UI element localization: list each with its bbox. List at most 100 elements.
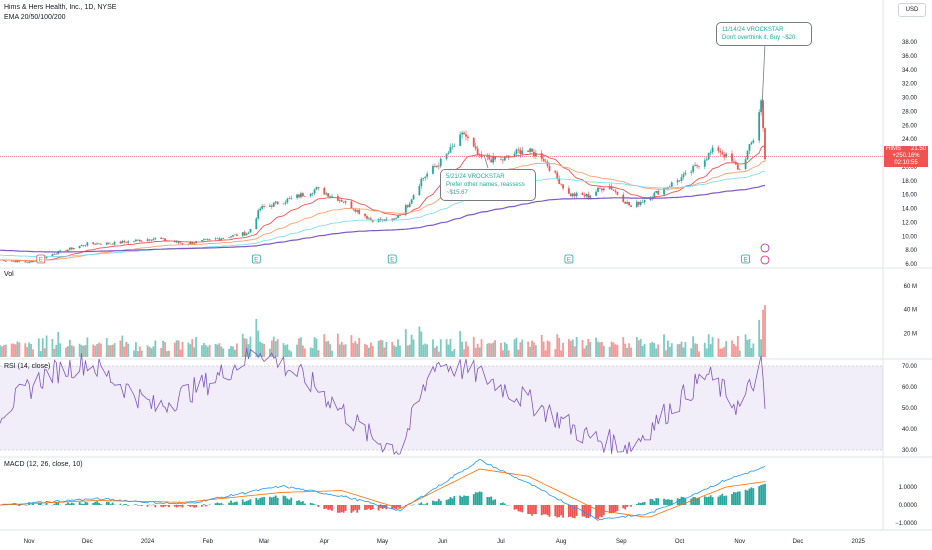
macd-histogram-bar — [313, 504, 316, 505]
candle-body — [107, 242, 110, 244]
rsi-label[interactable]: RSI (14, close) — [4, 363, 51, 370]
macd-histogram-bar — [371, 505, 374, 510]
candle-body — [98, 243, 100, 245]
macd-histogram-bar — [100, 504, 102, 505]
volume-bar — [721, 348, 724, 357]
volume-bar — [206, 346, 209, 357]
macd-histogram-bar — [653, 500, 656, 505]
volume-bar — [214, 343, 217, 357]
volume-bar — [152, 346, 155, 357]
volume-bar — [569, 340, 572, 357]
macd-histogram-bar — [377, 505, 380, 511]
volume-bar — [641, 345, 644, 357]
time-tick-label: Feb — [203, 539, 214, 545]
volume-bar — [257, 330, 260, 357]
candle-body — [391, 218, 394, 221]
currency-button[interactable]: USD — [898, 3, 926, 17]
price-tick-label: 12.00 — [902, 220, 918, 226]
candle-body — [583, 195, 586, 197]
volume-bar — [32, 349, 34, 357]
candle-body — [249, 228, 252, 233]
macd-histogram-bar — [474, 492, 477, 505]
annotation-note-nov[interactable]: 11/14/24 VROCKSTAR Don't overthink it. B… — [716, 22, 812, 46]
ema-indicator-label[interactable]: EMA 20/50/100/200 — [4, 14, 66, 21]
macd-histogram-bar — [517, 505, 520, 512]
volume-bar — [268, 348, 271, 357]
candle-body — [214, 238, 217, 240]
candle-body — [723, 154, 726, 158]
volume-bar — [385, 341, 388, 357]
volume-bar — [723, 346, 726, 357]
macd-histogram-bar — [86, 502, 89, 505]
candle-body — [534, 153, 537, 157]
volume-bar — [562, 342, 564, 357]
macd-histogram-bar — [331, 505, 333, 511]
volume-bar — [193, 347, 196, 357]
macd-histogram-bar — [760, 485, 763, 505]
earnings-marker-label: E — [744, 258, 748, 264]
candle-body — [336, 195, 339, 201]
macd-histogram-bar — [32, 503, 34, 505]
volume-bar — [395, 346, 397, 357]
macd-histogram-bar — [575, 505, 578, 516]
volume-bar — [57, 331, 60, 357]
volume-bar — [527, 341, 530, 357]
price-tag-countdown: 02:10:55 — [894, 160, 918, 166]
candle-body — [216, 238, 219, 240]
candle-body — [439, 158, 442, 167]
macd-histogram-bar — [366, 505, 368, 510]
earnings-marker — [564, 254, 574, 264]
volume-bar — [136, 351, 139, 357]
annotation-note-may[interactable]: 5/21/24 VROCKSTAR Prefer other names, re… — [440, 169, 536, 201]
candle-body — [602, 188, 605, 191]
volume-bar — [181, 341, 184, 357]
earnings-marker-label: E — [254, 258, 258, 264]
volume-bar — [426, 344, 429, 357]
volume-bar — [138, 346, 141, 357]
candle-body — [354, 209, 357, 212]
macd-label[interactable]: MACD (12, 26, close, 10) — [4, 461, 83, 468]
volume-bar — [113, 343, 116, 357]
macd-histogram-bar — [249, 499, 252, 505]
ema-200-line — [0, 184, 766, 253]
candle-body — [272, 202, 275, 207]
volume-bar — [478, 347, 481, 357]
macd-histogram-bar — [657, 498, 660, 505]
candle-body — [148, 239, 151, 241]
candle-body — [467, 136, 469, 138]
candle-body — [255, 218, 258, 229]
volume-bar — [300, 337, 302, 357]
candle-body — [752, 140, 755, 143]
earnings-marker — [251, 254, 261, 264]
volume-bar — [45, 335, 48, 357]
candle-body — [554, 170, 557, 173]
candle-body — [717, 147, 720, 152]
candle-body — [208, 239, 211, 240]
volume-bar — [366, 344, 368, 357]
volume-bar — [59, 343, 62, 357]
candle-body — [340, 200, 343, 202]
volume-bar — [680, 341, 683, 357]
macd-histogram-bar — [96, 501, 98, 505]
volume-bar — [762, 309, 764, 357]
volume-bar — [325, 341, 328, 357]
candle-body — [614, 190, 617, 192]
volume-bar — [684, 342, 687, 357]
volume-bar — [162, 340, 164, 357]
macd-histogram-bar — [245, 500, 248, 505]
volume-bar — [717, 338, 720, 357]
volume-bar — [698, 351, 700, 357]
volume-bar — [517, 349, 520, 357]
volume-bar — [445, 339, 448, 357]
macd-histogram-bar — [364, 505, 366, 511]
candle-body — [494, 156, 497, 160]
candle-body — [567, 188, 570, 194]
macd-histogram-bar — [189, 505, 192, 507]
macd-histogram-bar — [626, 505, 629, 507]
volume-bar — [298, 338, 300, 357]
candle-body — [119, 241, 122, 244]
volume-bar — [100, 343, 102, 357]
add-event-icon — [760, 243, 770, 253]
volume-label[interactable]: Vol — [4, 271, 14, 278]
